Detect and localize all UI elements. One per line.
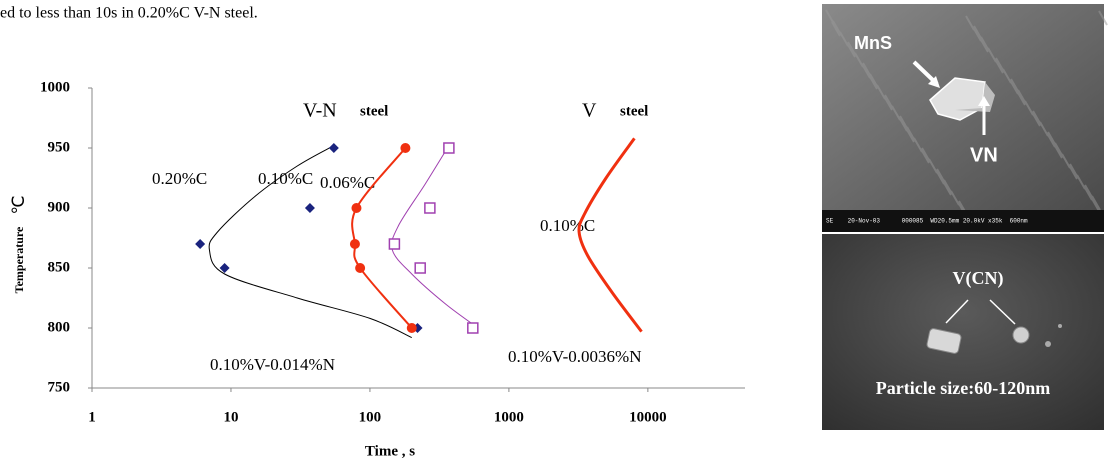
annotation: 0.10%C xyxy=(540,216,595,235)
sem-image-top: MnS VN SE 20-Nov-03 000085 WD20.5mm 20.0… xyxy=(822,4,1108,232)
data-point xyxy=(219,263,230,273)
y-tick-label: 1000 xyxy=(40,79,70,95)
x-tick-label: 100 xyxy=(359,409,382,425)
annotation: 0.10%C xyxy=(258,169,313,188)
data-point xyxy=(328,143,339,153)
data-point xyxy=(467,322,479,334)
series-line xyxy=(208,145,412,339)
annotation: 0.10%V-0.0036%N xyxy=(508,347,641,366)
data-point xyxy=(355,263,366,273)
series-line xyxy=(577,137,643,333)
x-tick-label: 10000 xyxy=(629,409,667,425)
annotation: 0.20%C xyxy=(152,169,207,188)
chart: 750 800 850 900 950 1000 1 10 100 1000 10000 Time ,… xyxy=(9,79,745,459)
data-point xyxy=(195,239,206,249)
y-tick-label: 750 xyxy=(48,379,71,395)
data-point xyxy=(351,203,362,213)
data-point xyxy=(414,262,426,274)
y-axis-label: Temperature xyxy=(12,226,26,293)
image-label: Particle size:60-120nm xyxy=(876,378,1050,398)
annotation: 0.10%V-0.014%N xyxy=(210,355,335,374)
image-label: VN xyxy=(970,144,998,166)
y-axis-unit: ℃ xyxy=(9,195,28,214)
data-point xyxy=(349,239,360,249)
data-point xyxy=(443,142,455,154)
image-label: V(CN) xyxy=(953,268,1004,289)
image-label: MnS xyxy=(854,33,892,53)
x-tick-label: 1 xyxy=(88,409,96,425)
annotation: steel xyxy=(620,103,648,119)
annotation: V-N xyxy=(303,100,337,122)
annotation: V xyxy=(582,100,597,122)
data-point xyxy=(406,323,417,333)
y-tick-label: 950 xyxy=(48,139,71,155)
y-tick-label: 900 xyxy=(48,199,71,215)
data-point xyxy=(388,238,401,250)
y-tick-label: 850 xyxy=(48,259,71,275)
annotation: steel xyxy=(360,103,388,119)
x-tick-label: 10 xyxy=(223,409,238,425)
sem-image-bottom: V(CN) Particle size:60-120nm xyxy=(822,234,1104,430)
scale-bar: SE 20-Nov-03 000085 WD20.5mm 20.0kV x35k… xyxy=(826,218,1028,225)
series-line xyxy=(391,145,479,329)
data-point xyxy=(424,202,436,214)
y-tick-label: 800 xyxy=(48,319,71,335)
x-axis-label: Time , s xyxy=(365,443,415,459)
data-point xyxy=(400,143,411,153)
annotation: 0.06%C xyxy=(320,173,375,192)
header-text: ed to less than 10s in 0.20%C V-N steel. xyxy=(0,5,258,22)
data-point xyxy=(304,203,315,213)
x-tick-label: 1000 xyxy=(494,409,524,425)
